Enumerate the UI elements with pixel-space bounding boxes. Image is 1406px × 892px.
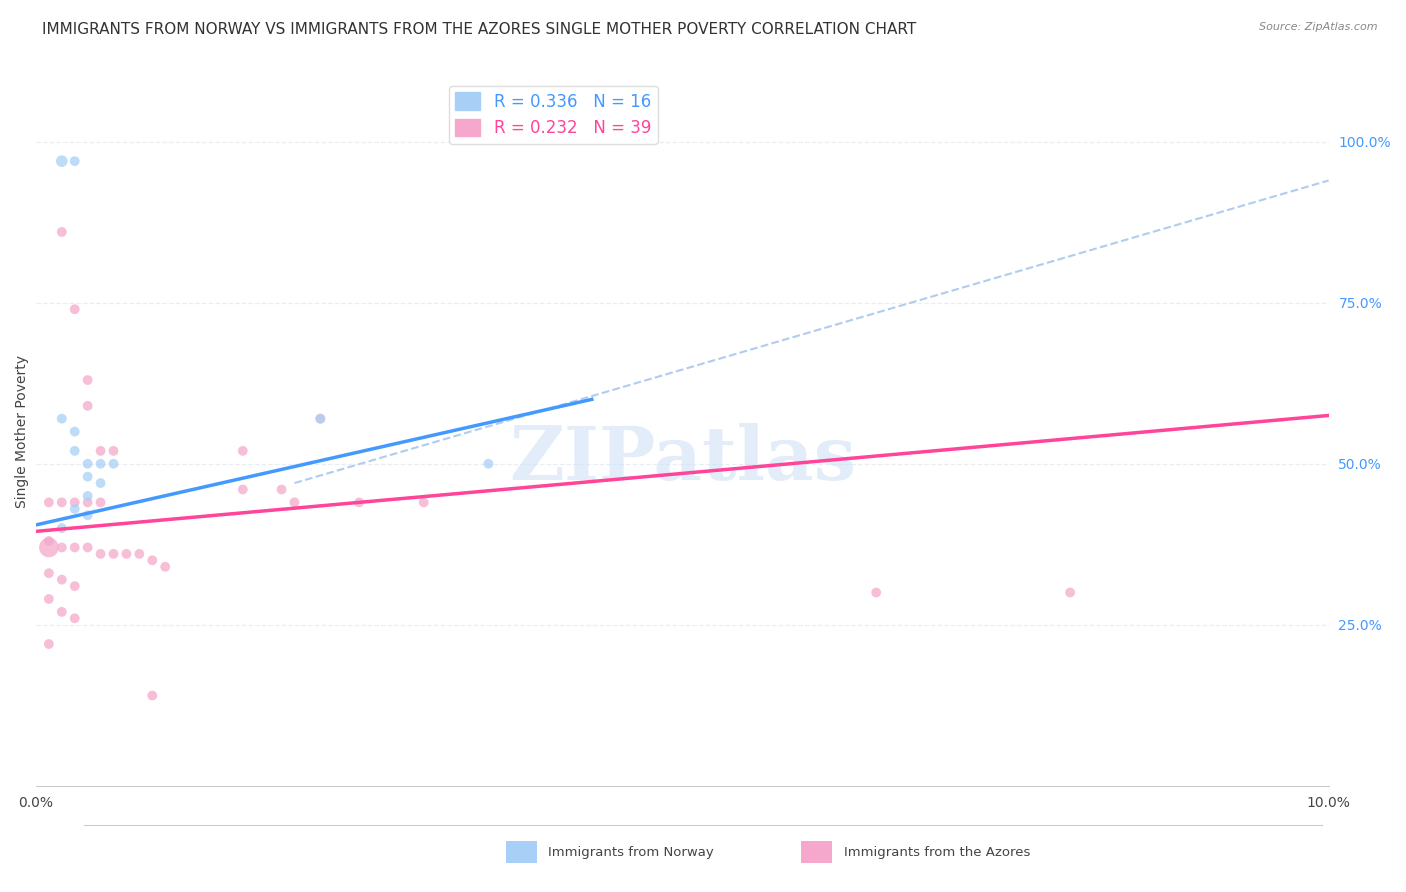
- Point: [38, 534, 60, 549]
- Point: [232, 443, 254, 458]
- Point: [155, 559, 177, 574]
- Point: [103, 457, 125, 471]
- Legend: R = 0.336   N = 16, R = 0.232   N = 39: R = 0.336 N = 16, R = 0.232 N = 39: [449, 86, 658, 144]
- Point: [51, 495, 73, 509]
- Point: [51, 541, 73, 555]
- Point: [63, 611, 86, 625]
- Point: [115, 547, 138, 561]
- Point: [51, 605, 73, 619]
- Point: [90, 547, 112, 561]
- Point: [38, 637, 60, 651]
- Point: [270, 483, 292, 497]
- Point: [76, 489, 98, 503]
- Point: [38, 541, 60, 555]
- Y-axis label: Single Mother Poverty: Single Mother Poverty: [15, 355, 30, 508]
- Point: [76, 508, 98, 523]
- Point: [63, 541, 86, 555]
- Point: [63, 154, 86, 169]
- Point: [90, 457, 112, 471]
- Text: Immigrants from Norway: Immigrants from Norway: [548, 846, 714, 859]
- Point: [141, 689, 163, 703]
- Point: [128, 547, 150, 561]
- Point: [38, 591, 60, 606]
- Text: Immigrants from the Azores: Immigrants from the Azores: [844, 846, 1031, 859]
- Point: [51, 521, 73, 535]
- Point: [63, 425, 86, 439]
- Point: [865, 585, 887, 599]
- Point: [283, 495, 305, 509]
- Point: [76, 457, 98, 471]
- Point: [141, 553, 163, 567]
- Point: [63, 495, 86, 509]
- Point: [76, 373, 98, 387]
- Point: [63, 501, 86, 516]
- Text: ZIPatlas: ZIPatlas: [509, 424, 856, 496]
- Point: [412, 495, 434, 509]
- Point: [309, 411, 332, 425]
- Point: [309, 411, 332, 425]
- Point: [51, 573, 73, 587]
- Point: [103, 547, 125, 561]
- Point: [51, 154, 73, 169]
- Point: [90, 443, 112, 458]
- Point: [63, 579, 86, 593]
- Point: [90, 495, 112, 509]
- Point: [51, 225, 73, 239]
- Point: [63, 443, 86, 458]
- Point: [76, 469, 98, 483]
- Point: [1059, 585, 1081, 599]
- Point: [76, 495, 98, 509]
- Point: [347, 495, 370, 509]
- Point: [76, 399, 98, 413]
- Point: [103, 443, 125, 458]
- Point: [232, 483, 254, 497]
- Point: [76, 541, 98, 555]
- Point: [477, 457, 499, 471]
- Point: [63, 302, 86, 317]
- Point: [90, 476, 112, 491]
- Text: IMMIGRANTS FROM NORWAY VS IMMIGRANTS FROM THE AZORES SINGLE MOTHER POVERTY CORRE: IMMIGRANTS FROM NORWAY VS IMMIGRANTS FRO…: [42, 22, 917, 37]
- Point: [51, 411, 73, 425]
- Text: Source: ZipAtlas.com: Source: ZipAtlas.com: [1260, 22, 1378, 32]
- Point: [38, 566, 60, 581]
- Point: [38, 495, 60, 509]
